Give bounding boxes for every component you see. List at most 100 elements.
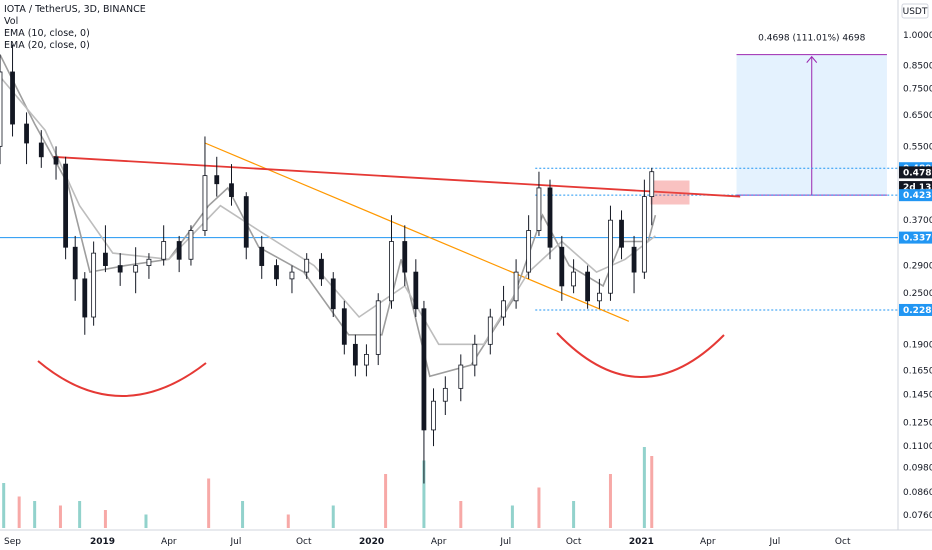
symbol-title: IOTA / TetherUS, 3D, BINANCE bbox=[4, 4, 146, 15]
price-tick-label: 0.0760 bbox=[903, 511, 932, 521]
annotations-back: 0.4698 (111.01%) 4698 bbox=[0, 34, 898, 397]
price-badge-label: 0.4783 bbox=[903, 168, 932, 178]
candle-body bbox=[547, 187, 553, 248]
price-tick-label: 1.0000 bbox=[903, 31, 932, 41]
time-tick-label: 2020 bbox=[359, 537, 384, 547]
volume-bar bbox=[241, 501, 245, 528]
time-axis: Sep 2019 Apr Jul Oct 2020 Apr Jul Oct 2021 Apr Jul O… bbox=[4, 537, 851, 547]
candle-body bbox=[375, 300, 381, 355]
candle-body bbox=[364, 354, 369, 366]
candle-body bbox=[536, 187, 542, 231]
candle-body bbox=[571, 271, 576, 287]
time-tick-label: Oct bbox=[566, 537, 582, 547]
currency-label: USDT bbox=[903, 7, 928, 17]
chart-legend: IOTA / TetherUS, 3D, BINANCE Vol EMA (10… bbox=[4, 4, 146, 52]
candle-body bbox=[585, 271, 591, 302]
time-tick-label: Apr bbox=[431, 537, 447, 547]
volume-bar bbox=[459, 501, 463, 528]
price-badge: 0.4232 bbox=[899, 189, 932, 202]
candle-body bbox=[597, 292, 602, 302]
candle-body bbox=[631, 246, 637, 273]
candle-body bbox=[641, 196, 647, 273]
price-axis: USDT 1.0000 0.8500 0.7500 0.6500 0.5500 0.3700… bbox=[899, 3, 932, 521]
volume-bars bbox=[2, 447, 654, 528]
measure-arrowhead bbox=[806, 55, 818, 63]
volume-bar bbox=[33, 501, 37, 528]
price-tick-label: 0.1450 bbox=[903, 391, 932, 401]
ema20-line bbox=[0, 76, 656, 346]
price-badge-label: 2d 13h bbox=[903, 183, 932, 193]
candle-body bbox=[176, 241, 182, 260]
volume-bar bbox=[537, 487, 541, 528]
volume-bar bbox=[2, 483, 6, 528]
downtrend-line bbox=[204, 142, 630, 322]
candle-body bbox=[289, 271, 295, 280]
candle-body bbox=[82, 278, 88, 318]
candle-body bbox=[214, 175, 220, 185]
candle-body bbox=[103, 252, 108, 266]
candle-body bbox=[402, 241, 408, 273]
left-shoulder-arc bbox=[37, 360, 207, 397]
time-tick-label: Apr bbox=[700, 537, 716, 547]
measure-label: 0.4698 (111.01%) 4698 bbox=[758, 34, 865, 44]
volume-bar bbox=[103, 510, 107, 528]
candle-body bbox=[10, 71, 15, 125]
volume-bar bbox=[78, 501, 82, 528]
volume-bar bbox=[510, 505, 514, 528]
time-tick-label: 2019 bbox=[90, 537, 115, 547]
volume-bar bbox=[286, 514, 290, 528]
candle-body bbox=[146, 258, 152, 266]
candle-body bbox=[501, 300, 506, 318]
candle-body bbox=[188, 230, 194, 260]
time-tick-label: Jul bbox=[768, 537, 780, 547]
candle-body bbox=[619, 219, 624, 248]
candle-body bbox=[458, 364, 464, 389]
candle-body bbox=[559, 246, 565, 287]
candle-body bbox=[649, 171, 655, 197]
indicator-ema10: EMA (10, close, 0) bbox=[4, 28, 90, 39]
price-badge: 0.2285 bbox=[899, 303, 932, 316]
price-tick-label: 0.1650 bbox=[903, 367, 932, 377]
breakout-box bbox=[650, 180, 690, 205]
candle-body bbox=[526, 230, 532, 273]
price-tick-label: 0.1900 bbox=[903, 340, 932, 350]
candle-body bbox=[304, 258, 310, 273]
volume-bar bbox=[384, 474, 388, 528]
candle-body bbox=[53, 156, 59, 165]
candle-body bbox=[413, 271, 419, 310]
volume-bar bbox=[642, 447, 646, 528]
volume-bar bbox=[331, 505, 335, 528]
candle-body bbox=[608, 219, 613, 294]
volume-bar bbox=[422, 460, 426, 528]
price-tick-label: 0.3700 bbox=[903, 216, 932, 226]
price-badge: 0.4783 bbox=[899, 166, 932, 179]
candle-body bbox=[319, 258, 324, 280]
candle-body bbox=[352, 343, 358, 366]
volume-bar bbox=[17, 496, 21, 528]
candle-body bbox=[421, 308, 427, 431]
candle-body bbox=[487, 316, 493, 345]
time-tick-label: Jul bbox=[499, 537, 511, 547]
candle-body bbox=[72, 246, 78, 280]
time-tick-label: Sep bbox=[4, 537, 21, 547]
candle-body bbox=[229, 183, 234, 197]
candle-body bbox=[259, 246, 265, 266]
volume-bar bbox=[58, 505, 62, 528]
candle-body bbox=[389, 241, 394, 302]
candle-body bbox=[431, 400, 436, 431]
volume-bar bbox=[144, 514, 148, 528]
price-tick-label: 0.2900 bbox=[903, 262, 932, 272]
time-tick-label: Oct bbox=[835, 537, 851, 547]
candlesticks bbox=[0, 44, 655, 484]
price-tick-label: 0.2500 bbox=[903, 289, 932, 299]
indicator-vol: Vol bbox=[4, 16, 19, 27]
candle-body bbox=[24, 123, 29, 144]
price-tick-label: 0.6500 bbox=[903, 111, 932, 121]
neckline bbox=[52, 155, 741, 198]
price-tick-label: 0.1100 bbox=[903, 442, 932, 452]
time-tick-label: Oct bbox=[296, 537, 312, 547]
